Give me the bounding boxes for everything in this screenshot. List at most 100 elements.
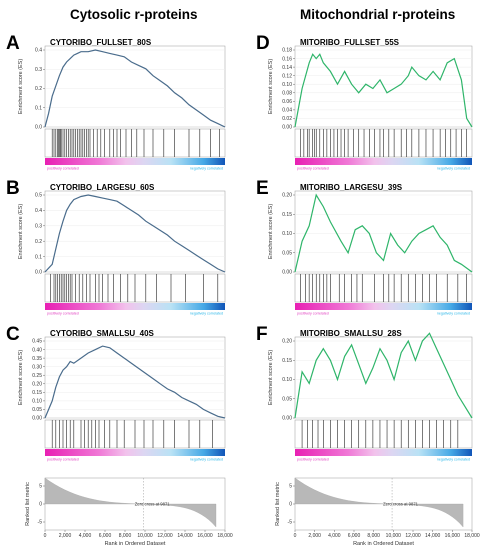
- y-tick-label: 0.10: [282, 231, 292, 237]
- metric-panel-right: Zero cross at 9871 5 0 -5 Ranked list metric…: [275, 477, 480, 547]
- metric-area: [44, 477, 217, 528]
- y-tick-label: 5: [39, 484, 42, 490]
- y-tick-label: 0.2: [35, 86, 42, 92]
- y-tick-label: 0.06: [282, 99, 292, 105]
- y-tick-label: 0.5: [35, 193, 42, 199]
- chart-title: CYTORIBO_FULLSET_80S: [50, 38, 152, 47]
- chart-title: MITORIBO_LARGESU_39S: [300, 183, 403, 192]
- panel-d: D MITORIBO_FULLSET_55S 0.00 0.02 0.04 0.06 0.0…: [256, 33, 473, 171]
- x-tick-label: 2,000: [59, 533, 72, 539]
- chart-title: MITORIBO_SMALLSU_28S: [300, 329, 402, 338]
- y-tick-label: -5: [288, 520, 293, 526]
- panel-b: B CYTORIBO_LARGESU_60S 0.0 0.1 0.2 0.3 0.4 0.5 E…: [6, 178, 226, 316]
- heat-bar: [295, 158, 472, 165]
- x-tick-label: 0: [44, 533, 47, 539]
- y-tick-label: 0.20: [282, 193, 292, 199]
- y-tick-label: 0.05: [282, 250, 292, 256]
- series-line: [44, 345, 226, 419]
- y-tick-label: 0.00: [282, 125, 292, 131]
- y-axis-label: Enrichment score (ES): [18, 350, 24, 405]
- y-axis-label: Enrichment score (ES): [18, 204, 24, 259]
- column-header-mitochondrial: Mitochondrial r-proteins: [300, 7, 455, 22]
- y-tick-label: 0.20: [282, 339, 292, 345]
- panel-letter-f: F: [256, 324, 268, 345]
- x-tick-label: 8,000: [367, 533, 380, 539]
- series-line: [44, 49, 226, 128]
- y-tick-label: 0.15: [32, 390, 42, 396]
- x-tick-label: 2,000: [308, 533, 321, 539]
- chart-title: CYTORIBO_LARGESU_60S: [50, 183, 155, 192]
- y-tick-label: 0.08: [282, 90, 292, 96]
- hits-frame: [44, 128, 226, 158]
- x-axis-label: Rank in Ordered Dataset: [105, 541, 166, 547]
- y-tick-label: 0.00: [32, 416, 42, 422]
- zero-cross-label: Zero cross at 9871: [135, 502, 171, 507]
- y-tick-label: 0.00: [282, 270, 292, 276]
- x-axis-label: Rank in Ordered Dataset: [353, 541, 414, 547]
- y-tick-label: 0: [289, 502, 292, 508]
- series-line: [294, 53, 473, 128]
- y-tick-label: 0.12: [282, 73, 292, 79]
- positively-label: positively correlated: [297, 458, 329, 462]
- y-axis-label: Enrichment score (ES): [268, 59, 274, 114]
- y-tick-label: 0.0: [35, 270, 42, 276]
- y-tick-label: 0.1: [35, 105, 42, 111]
- negatively-label: negatively correlated: [190, 312, 223, 316]
- y-tick-label: 5: [289, 484, 292, 490]
- y-tick-label: 0.20: [32, 381, 42, 387]
- panel-letter-e: E: [256, 178, 269, 199]
- panel-a: A CYTORIBO_FULLSET_80S 0.0 0.1 0.2 0.3 0.4 Enri…: [6, 33, 226, 171]
- y-tick-label: 0.02: [282, 116, 292, 122]
- series-line: [44, 194, 226, 273]
- x-tick-label: 10,000: [137, 533, 153, 539]
- panel-c: C CYTORIBO_SMALLSU_40S 0.00 0.05 0.10 0.15 0.2…: [6, 324, 226, 462]
- y-tick-label: 0.25: [32, 373, 42, 379]
- heat-bar: [295, 303, 472, 310]
- y-tick-label: 0: [39, 502, 42, 508]
- y-axis-label: Enrichment score (ES): [268, 350, 274, 405]
- heat-bar: [45, 449, 225, 456]
- plot-frame: [44, 190, 226, 273]
- y-axis-label: Enrichment score (ES): [18, 59, 24, 114]
- metric-area: [294, 477, 464, 528]
- negatively-label: negatively correlated: [437, 167, 470, 171]
- y-tick-label: 0.00: [282, 416, 292, 422]
- y-tick-label: 0.0: [35, 125, 42, 131]
- y-tick-label: -5: [38, 520, 43, 526]
- y-tick-label: 0.35: [32, 356, 42, 362]
- heat-bar: [45, 158, 225, 165]
- x-tick-label: 4,000: [79, 533, 92, 539]
- negatively-label: negatively correlated: [190, 458, 223, 462]
- positively-label: positively correlated: [297, 312, 329, 316]
- y-tick-label: 0.3: [35, 224, 42, 230]
- x-tick-label: 14,000: [425, 533, 441, 539]
- y-tick-label: 0.15: [282, 212, 292, 218]
- positively-label: positively correlated: [297, 167, 329, 171]
- heat-bar: [295, 449, 472, 456]
- positively-label: positively correlated: [47, 312, 79, 316]
- y-tick-label: 0.10: [282, 82, 292, 88]
- y-axis-label: Ranked list metric: [25, 482, 31, 526]
- panel-f: F MITORIBO_SMALLSU_28S 0.00 0.05 0.10 0.15 0.2…: [256, 324, 473, 462]
- y-tick-label: 0.18: [282, 48, 292, 54]
- y-axis-label: Ranked list metric: [275, 482, 281, 526]
- y-tick-label: 0.04: [282, 108, 292, 114]
- y-tick-label: 0.30: [32, 364, 42, 370]
- negatively-label: negatively correlated: [437, 312, 470, 316]
- y-axis-label: Enrichment score (ES): [268, 204, 274, 259]
- chart-title: CYTORIBO_SMALLSU_40S: [50, 329, 155, 338]
- series-line: [294, 332, 473, 419]
- x-tick-label: 12,000: [157, 533, 173, 539]
- heat-bar: [45, 303, 225, 310]
- panel-e: E MITORIBO_LARGESU_39S 0.00 0.05 0.10 0.15 0.2…: [256, 178, 473, 316]
- y-tick-label: 0.40: [32, 347, 42, 353]
- y-tick-label: 0.05: [32, 407, 42, 413]
- y-tick-label: 0.16: [282, 56, 292, 62]
- y-tick-label: 0.14: [282, 65, 292, 71]
- plot-frame: [44, 45, 226, 128]
- x-tick-label: 14,000: [177, 533, 193, 539]
- hits-frame: [294, 419, 473, 449]
- x-tick-label: 8,000: [119, 533, 132, 539]
- x-tick-label: 0: [294, 533, 297, 539]
